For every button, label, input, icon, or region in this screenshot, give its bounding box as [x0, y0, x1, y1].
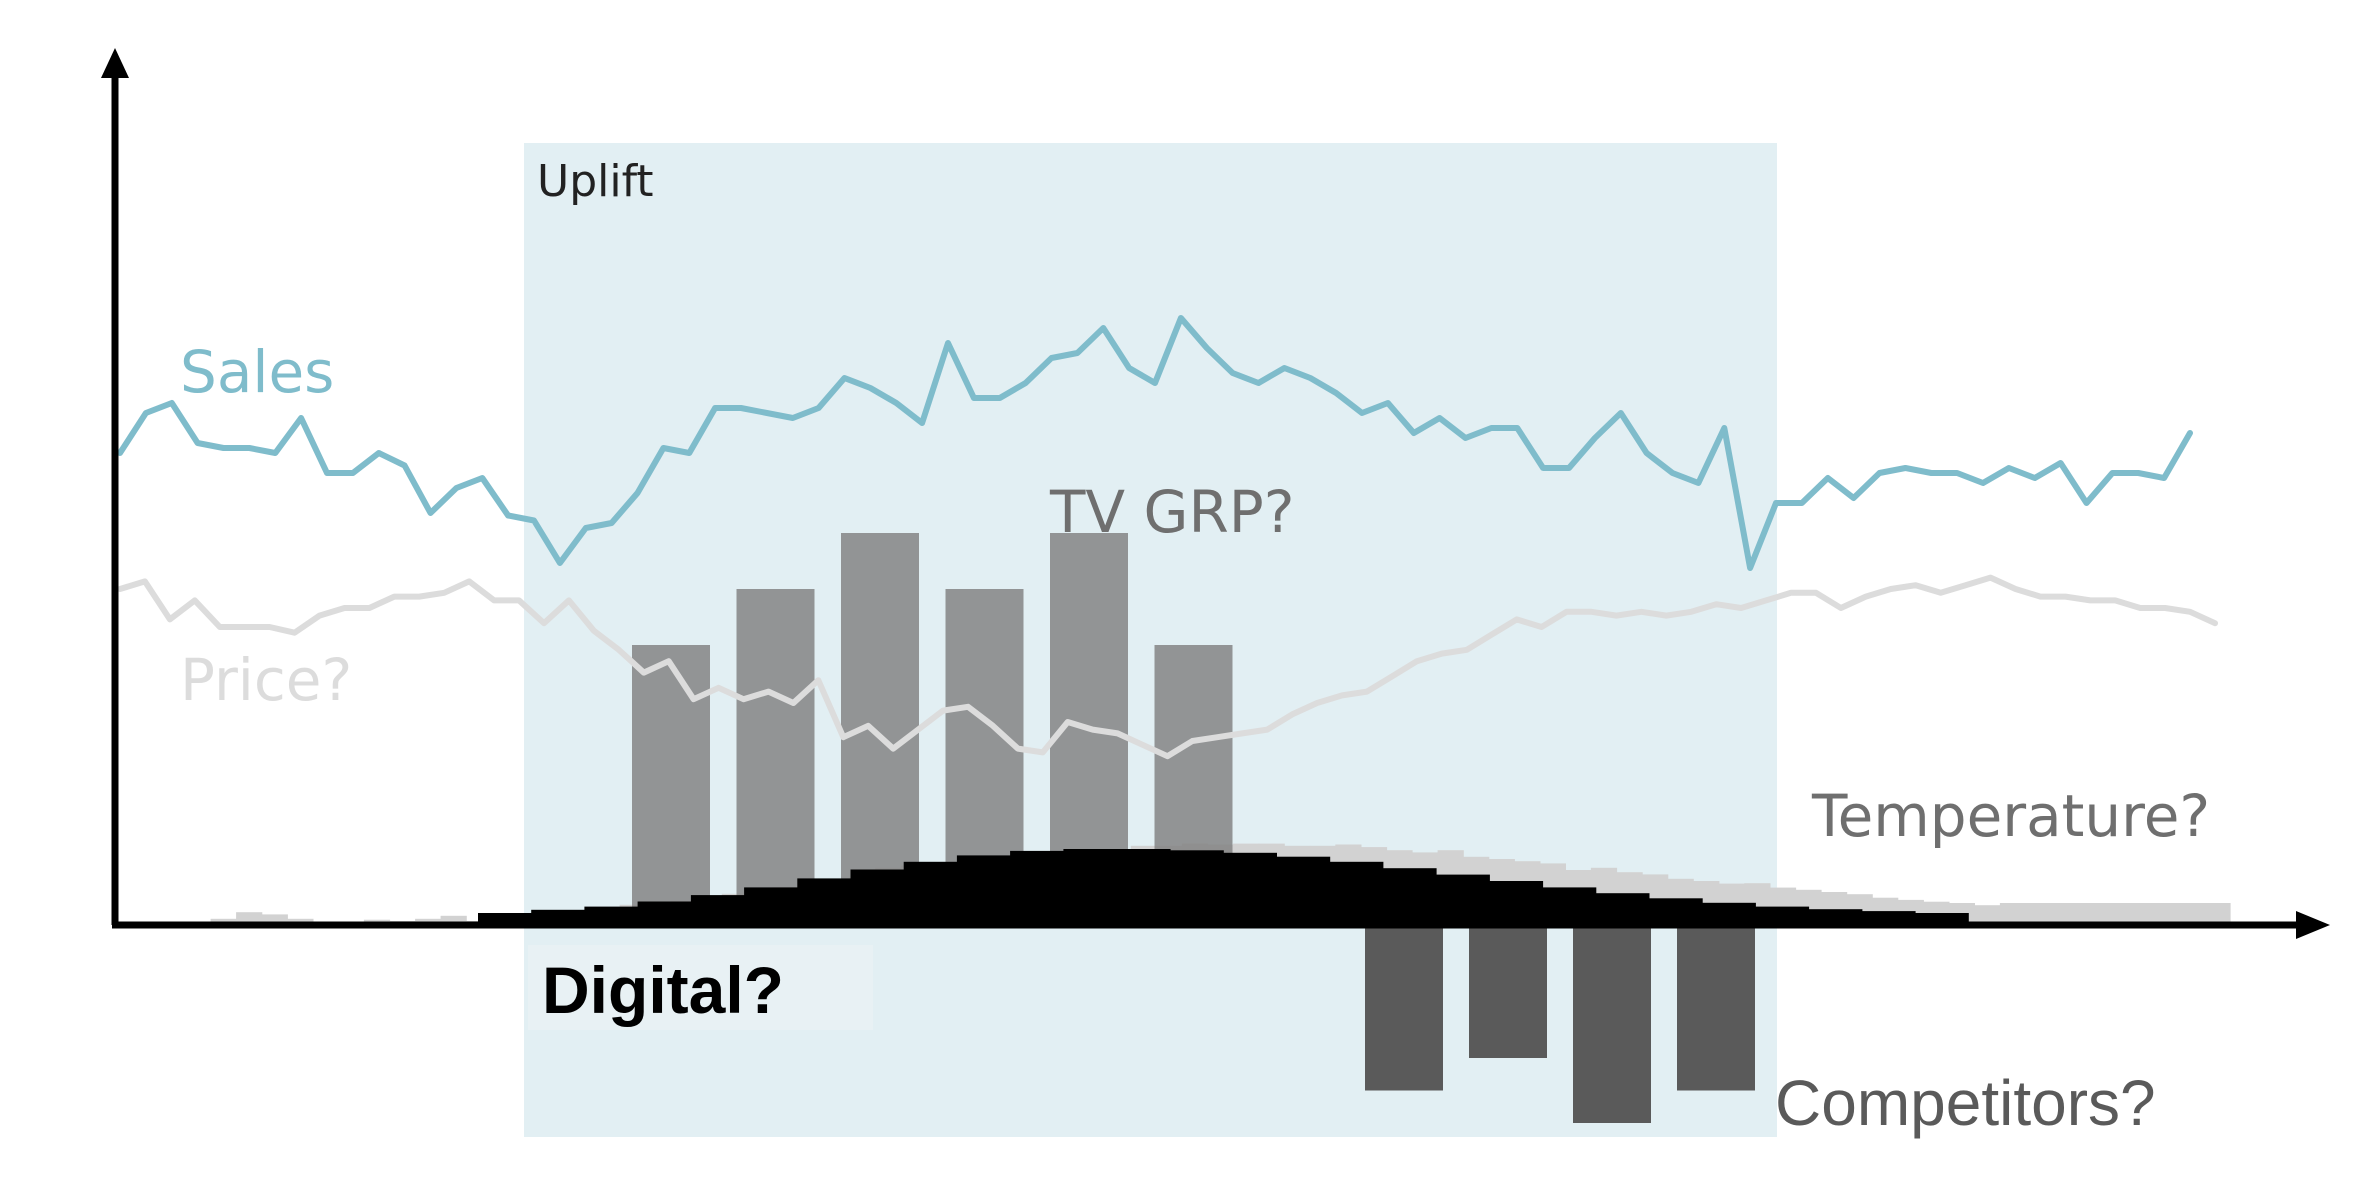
competitor-bar: [1365, 928, 1443, 1091]
temperature-step: [2204, 903, 2231, 925]
temperature-step: [1999, 903, 2027, 925]
price-line: [117, 574, 2218, 760]
digital-step: [797, 878, 852, 925]
tv-grp-bar: [632, 645, 710, 925]
digital-step: [1329, 861, 1384, 925]
x-axis-arrowhead: [2296, 911, 2330, 939]
digital-step: [531, 909, 586, 925]
tv-grp-bar: [736, 589, 815, 925]
competitor-bar: [1677, 928, 1755, 1091]
temperature-step: [2127, 903, 2154, 925]
temperature-step: [2178, 903, 2206, 925]
axes: [101, 48, 2330, 939]
digital-step: [1808, 909, 1863, 925]
digital-step: [584, 906, 639, 925]
digital-step: [690, 895, 745, 925]
digital-step: [744, 887, 799, 925]
tv-grp-bars: [632, 533, 1233, 925]
digital-series: [478, 849, 1969, 925]
digital-step: [1542, 887, 1597, 925]
digital-step: [903, 861, 958, 925]
sales-line: [117, 315, 2193, 571]
temperature-step: [2051, 903, 2078, 925]
temperature-step: [2153, 903, 2180, 925]
temperature-step: [261, 914, 288, 925]
competitor-bars: [1365, 928, 1755, 1123]
digital-step: [1701, 902, 1756, 925]
competitors-label: Competitors?: [1775, 1067, 2156, 1139]
temperature-step: [2025, 903, 2052, 925]
digital-label: Digital?: [542, 953, 784, 1027]
digital-step: [637, 901, 692, 925]
tv-grp-label: TV GRP?: [1049, 478, 1295, 546]
digital-step: [1276, 856, 1331, 925]
y-axis-arrowhead: [101, 48, 129, 78]
temperature-label: Temperature?: [1811, 782, 2210, 850]
price-series: [117, 574, 2218, 760]
temperature-step: [2102, 903, 2129, 925]
temperature-step: [2076, 903, 2103, 925]
sales-series: [117, 315, 2193, 571]
digital-step: [1435, 874, 1490, 925]
temperature-step: [1974, 905, 2001, 925]
competitor-bar: [1573, 928, 1651, 1123]
digital-step: [1116, 849, 1171, 925]
digital-step: [1010, 850, 1065, 925]
sales-label: Sales: [180, 338, 334, 406]
digital-step: [1489, 881, 1544, 925]
digital-step: [1063, 849, 1118, 925]
digital-step: [1169, 850, 1224, 925]
price-label: Price?: [180, 646, 352, 714]
digital-step: [1648, 898, 1703, 925]
tv-grp-bar: [841, 533, 919, 925]
uplift-label: Uplift: [537, 156, 654, 207]
competitor-bar: [1469, 928, 1547, 1058]
digital-step: [956, 855, 1011, 925]
digital-step: [1755, 906, 1810, 925]
digital-step: [1595, 893, 1650, 925]
digital-step: [1223, 852, 1277, 925]
temperature-step: [440, 915, 467, 925]
digital-label-backdrop: [528, 945, 873, 1030]
digital-step: [1382, 868, 1437, 925]
digital-step: [850, 869, 905, 925]
